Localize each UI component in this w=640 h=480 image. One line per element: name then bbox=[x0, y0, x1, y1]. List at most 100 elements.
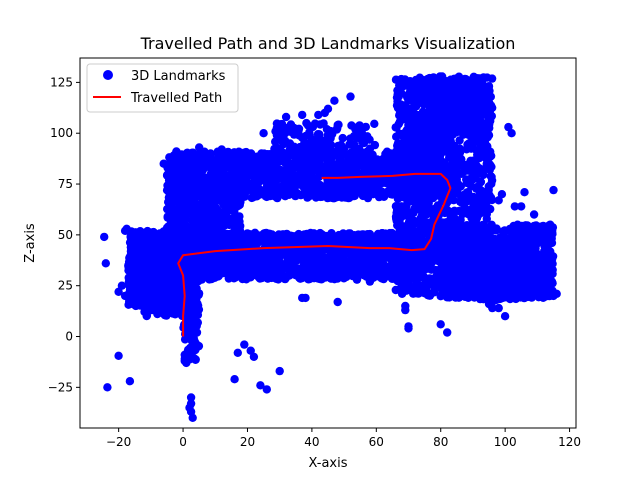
landmark-point bbox=[232, 193, 241, 203]
landmark-point bbox=[250, 192, 259, 201]
landmark-point bbox=[125, 279, 134, 289]
landmark-point bbox=[366, 242, 375, 251]
landmark-point bbox=[384, 252, 393, 261]
landmark-point bbox=[374, 179, 383, 188]
landmark-point bbox=[294, 234, 303, 244]
landmark-point bbox=[210, 156, 219, 165]
landmark-point bbox=[396, 100, 406, 109]
landmark-point bbox=[379, 154, 388, 164]
landmark-point bbox=[124, 300, 133, 309]
landmark-point bbox=[287, 166, 296, 175]
landmark-point bbox=[133, 237, 142, 246]
landmark-point bbox=[354, 236, 363, 245]
landmark-point bbox=[176, 228, 185, 238]
landmark-point bbox=[333, 185, 342, 194]
chart-title: Travelled Path and 3D Landmarks Visualiz… bbox=[140, 34, 516, 53]
landmark-point bbox=[215, 222, 224, 232]
landmark-point bbox=[306, 176, 315, 186]
landmark-point bbox=[279, 239, 289, 248]
landmark-point bbox=[323, 179, 333, 189]
landmark-point bbox=[173, 175, 182, 185]
landmark-point bbox=[289, 261, 299, 271]
landmark-point bbox=[265, 160, 274, 169]
landmark-point bbox=[222, 229, 232, 239]
landmark-point bbox=[276, 165, 285, 175]
landmark-point bbox=[188, 196, 197, 206]
landmark-point bbox=[232, 202, 242, 211]
landmark-point bbox=[280, 181, 290, 190]
landmark-point bbox=[200, 273, 209, 282]
landmark-point bbox=[240, 148, 249, 157]
landmark-point bbox=[305, 260, 314, 269]
landmark-point bbox=[160, 241, 169, 250]
landmark-point bbox=[196, 227, 205, 237]
landmark-point bbox=[126, 236, 136, 245]
landmark-point bbox=[247, 158, 256, 167]
landmark-point bbox=[173, 210, 182, 219]
landmark-point bbox=[159, 284, 168, 293]
landmark-point bbox=[161, 249, 171, 258]
landmark-point bbox=[337, 256, 346, 265]
landmark-point bbox=[368, 160, 377, 170]
landmark-point bbox=[253, 253, 262, 262]
landmark-point bbox=[173, 309, 182, 318]
landmark-point bbox=[374, 192, 384, 202]
landmark-point bbox=[187, 152, 197, 161]
landmark-point bbox=[205, 173, 215, 183]
plot-marks bbox=[100, 72, 561, 422]
landmark-point bbox=[164, 204, 173, 213]
landmark-point bbox=[283, 256, 292, 266]
landmark-point bbox=[350, 251, 359, 260]
landmark-point bbox=[168, 300, 177, 309]
landmark-point bbox=[243, 234, 252, 243]
landmark-point bbox=[297, 273, 307, 283]
landmark-point bbox=[297, 177, 307, 186]
landmark-point bbox=[167, 255, 176, 264]
landmark-point bbox=[201, 263, 210, 272]
landmark-point bbox=[219, 159, 229, 168]
landmark-point bbox=[136, 227, 145, 236]
landmark-point bbox=[200, 240, 210, 250]
landmark-point bbox=[350, 260, 359, 270]
landmark-point bbox=[314, 267, 323, 276]
landmark-point bbox=[346, 231, 356, 240]
landmark-point bbox=[273, 249, 282, 258]
landmark-point bbox=[146, 242, 155, 251]
landmark-point bbox=[372, 260, 382, 269]
landmark-point bbox=[195, 191, 205, 200]
landmark-point bbox=[160, 255, 169, 264]
landmark-point bbox=[229, 270, 238, 279]
landmark-point bbox=[344, 193, 353, 203]
landmark-point bbox=[219, 267, 228, 276]
landmark-point bbox=[261, 191, 270, 201]
landmark-point bbox=[151, 275, 160, 284]
landmark-point bbox=[204, 227, 213, 237]
landmark-point bbox=[230, 222, 240, 231]
landmark-point bbox=[455, 136, 464, 145]
landmark-point bbox=[230, 171, 239, 180]
landmark-point bbox=[255, 162, 265, 172]
landmark-point bbox=[309, 188, 318, 197]
landmark-point bbox=[164, 262, 173, 272]
landmark-point bbox=[327, 161, 336, 170]
landmark-point bbox=[211, 240, 220, 249]
landmark-point bbox=[210, 271, 220, 281]
landmark-point bbox=[384, 237, 393, 246]
landmark-point bbox=[359, 191, 369, 200]
landmark-point bbox=[352, 161, 362, 170]
landmark-point bbox=[184, 229, 194, 238]
landmark-point bbox=[224, 199, 233, 209]
landmark-point bbox=[378, 165, 387, 175]
landmark-point bbox=[169, 287, 178, 296]
landmark-point bbox=[376, 233, 385, 242]
landmark-point bbox=[142, 261, 152, 270]
landmark-point bbox=[263, 274, 272, 283]
landmark-point bbox=[147, 251, 157, 260]
landmark-point bbox=[268, 260, 277, 269]
landmark-point bbox=[302, 229, 312, 239]
landmark-point bbox=[318, 188, 327, 197]
landmark-point bbox=[161, 306, 171, 315]
landmark-point bbox=[254, 238, 263, 247]
landmark-point bbox=[161, 274, 171, 283]
